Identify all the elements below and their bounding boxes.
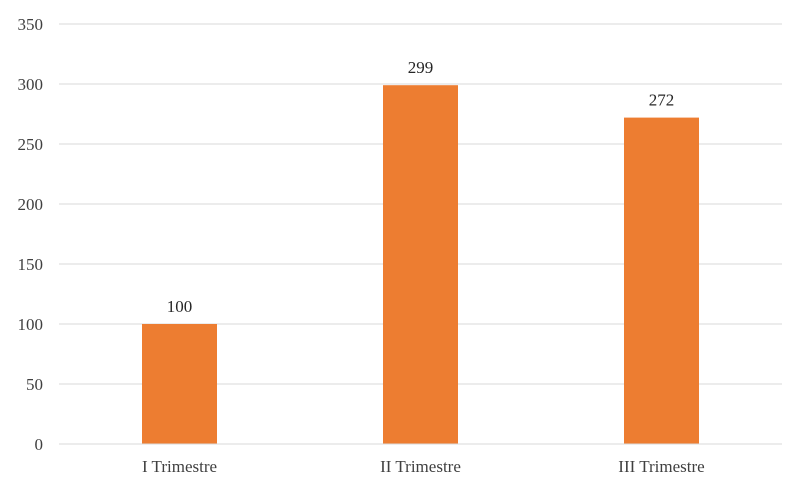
data-label: 299 bbox=[408, 58, 434, 77]
x-axis-tick-labels: I Trimestre II Trimestre III Trimestre bbox=[142, 457, 705, 476]
bar-series bbox=[142, 85, 699, 444]
x-tick-label: I Trimestre bbox=[142, 457, 217, 476]
bar bbox=[624, 117, 699, 444]
y-tick-label: 50 bbox=[26, 375, 43, 394]
data-labels: 100 299 272 bbox=[167, 58, 675, 316]
y-tick-label: 150 bbox=[18, 255, 44, 274]
y-tick-label: 200 bbox=[18, 195, 44, 214]
y-tick-label: 350 bbox=[18, 15, 44, 34]
y-tick-label: 0 bbox=[35, 435, 44, 454]
y-axis-tick-labels: 0 50 100 150 200 250 300 350 bbox=[18, 15, 44, 454]
data-label: 272 bbox=[649, 91, 675, 110]
y-tick-label: 100 bbox=[18, 315, 44, 334]
y-tick-label: 300 bbox=[18, 75, 44, 94]
data-label: 100 bbox=[167, 297, 193, 316]
x-tick-label: II Trimestre bbox=[380, 457, 461, 476]
x-tick-label: III Trimestre bbox=[618, 457, 704, 476]
bar bbox=[383, 85, 458, 444]
y-tick-label: 250 bbox=[18, 135, 44, 154]
bar bbox=[142, 324, 217, 444]
